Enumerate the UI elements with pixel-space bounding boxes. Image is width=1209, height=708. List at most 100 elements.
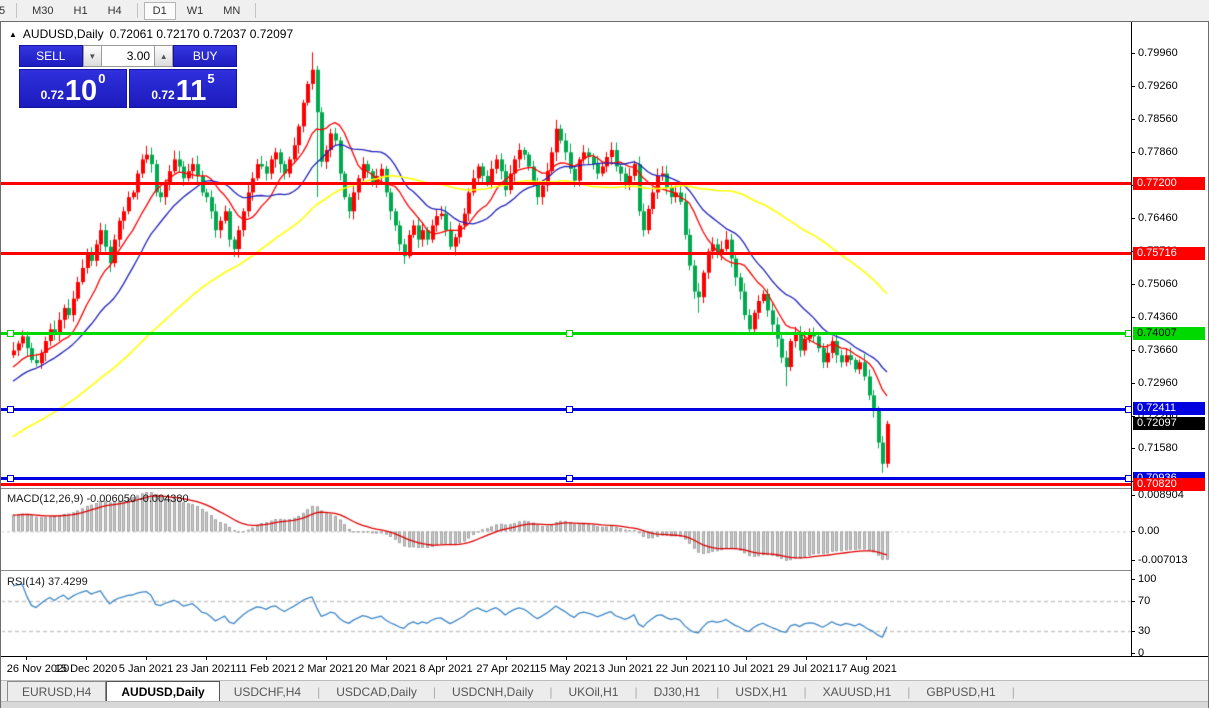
price-tick-0.77860-tickmark <box>1131 152 1135 153</box>
date-axis[interactable]: 26 Nov 2020 15 Dec 2020 5 Jan 2021 23 Jan 2… <box>1 656 1208 681</box>
buy-price-button[interactable]: 0.72 11 5 <box>129 69 237 108</box>
price-flag-0.70820: 0.70820 <box>1133 478 1205 491</box>
date-label-5-Jan-2021: 5 Jan 2021 <box>118 663 174 675</box>
date-tickmark <box>206 657 207 660</box>
chart-ohlc-values: 0.72061 0.72170 0.72037 0.72097 <box>109 27 294 41</box>
hline-handle-0.70936-0[interactable] <box>7 475 14 483</box>
tab-divider: | <box>716 684 720 699</box>
bid-price-flag: 0.72097 <box>1133 417 1205 430</box>
buy-price-prefix: 0.72 <box>151 88 175 102</box>
timeframe-button-h4[interactable]: H4 <box>107 4 122 17</box>
volume-increase-button[interactable]: ▲ <box>154 45 174 67</box>
chart-tab-gbpusd[interactable]: GBPUSD,H1 <box>926 684 996 699</box>
hline-handle-0.70936-1[interactable] <box>566 475 573 483</box>
date-tickmark <box>446 657 447 660</box>
date-tickmark <box>266 657 267 660</box>
splitter-gap <box>1 491 1208 492</box>
timeframe-toolbar: 5 M30 H1 H4 D1 W1 MN <box>0 0 1209 22</box>
hline-0.75716[interactable] <box>1 251 1131 255</box>
chart-tab-usdx[interactable]: USDX,H1 <box>735 684 788 699</box>
price-flag-0.75716: 0.75716 <box>1133 247 1205 260</box>
date-tickmark <box>146 657 147 660</box>
price-tick-0.79260: 0.79260 <box>1138 80 1178 92</box>
date-tickmark <box>86 657 87 660</box>
hline-handle-0.72411-1[interactable] <box>566 405 573 413</box>
price-tick-0.72260-tickmark <box>1131 416 1135 417</box>
date-label-23-Jan-2021: 23 Jan 2021 <box>175 663 237 675</box>
date-label-15-Dec-2020: 15 Dec 2020 <box>54 663 118 675</box>
date-label-8-Apr-2021: 8 Apr 2021 <box>419 663 473 675</box>
price-tick-0.72960: 0.72960 <box>1138 377 1178 389</box>
price-axis-border <box>1131 22 1132 656</box>
price-tick-0.75060-tickmark <box>1131 284 1135 285</box>
date-tickmark <box>506 657 507 660</box>
chart-window[interactable]: ▲ AUDUSD,Daily 0.72061 0.72170 0.72037 0… <box>0 21 1209 708</box>
price-tick-0.79960-tickmark <box>1131 53 1135 54</box>
hline-handle-0.74007-1[interactable] <box>566 330 573 338</box>
price-flag-0.74007: 0.74007 <box>1133 327 1205 340</box>
chart-tab-audusd[interactable]: AUDUSD,Daily <box>106 681 220 702</box>
macd-tick-0.00-tickmark <box>1131 531 1135 532</box>
chart-tab-usdchf[interactable]: USDCHF,H4 <box>233 684 302 699</box>
chart-tab-xauusd[interactable]: XAUUSD,H1 <box>822 684 892 699</box>
chart-tab-eurusd[interactable]: EURUSD,H4 <box>7 681 107 702</box>
timeframe-button-m30[interactable]: M30 <box>32 4 54 17</box>
price-tick-0.74360: 0.74360 <box>1138 311 1178 323</box>
rsi-indicator-label: RSI(14) 37.4299 <box>7 576 88 588</box>
price-flag-0.77200: 0.77200 <box>1133 177 1205 190</box>
price-tick-0.79960: 0.79960 <box>1138 47 1178 59</box>
macd-tick--0.007013: -0.007013 <box>1138 554 1188 566</box>
price-tick-0.71580-tickmark <box>1131 448 1135 449</box>
date-label-20-Mar-2021: 20 Mar 2021 <box>355 663 417 675</box>
volume-input[interactable]: 3.00 <box>101 45 155 67</box>
timeframe-button-mn[interactable]: MN <box>223 4 241 17</box>
price-chart-canvas[interactable] <box>1 22 1208 708</box>
timeframe-button-d1[interactable]: D1 <box>143 1 176 20</box>
tab-divider: | <box>803 684 807 699</box>
chart-tab-usdcnh[interactable]: USDCNH,Daily <box>452 684 534 699</box>
tab-divider: | <box>1011 684 1015 699</box>
toolbar-separator <box>255 3 257 18</box>
price-tick-0.78560-tickmark <box>1131 119 1135 120</box>
date-label-26-Nov-2020: 26 Nov 2020 <box>6 663 70 675</box>
sell-price-button[interactable]: 0.72 10 0 <box>19 69 127 108</box>
price-tick-0.77860: 0.77860 <box>1138 146 1178 158</box>
chart-tab-dj30[interactable]: DJ30,H1 <box>653 684 701 699</box>
hline-0.77200[interactable] <box>1 181 1131 185</box>
hline-0.70820[interactable] <box>1 482 1131 486</box>
date-tickmark <box>26 657 27 660</box>
sell-price-big: 10 <box>64 74 98 107</box>
rsi-tick-70: 70 <box>1138 595 1151 607</box>
macd-tick-0.00: 0.00 <box>1138 525 1160 537</box>
date-tickmark <box>386 657 387 660</box>
price-tick-0.71580: 0.71580 <box>1138 442 1178 454</box>
sell-price-sup: 0 <box>98 71 106 86</box>
rsi-tick-30: 30 <box>1138 625 1151 637</box>
timeframe-button-5[interactable]: 5 <box>0 4 6 17</box>
chart-tab-usdcad[interactable]: USDCAD,Daily <box>336 684 417 699</box>
price-tick-0.75060: 0.75060 <box>1138 278 1178 290</box>
timeframe-button-w1[interactable]: W1 <box>186 4 204 17</box>
timeframe-button-h1[interactable]: H1 <box>73 4 88 17</box>
chart-tab-ukoil[interactable]: UKOil,H1 <box>568 684 619 699</box>
date-label-2-Mar-2021: 2 Mar 2021 <box>298 663 354 675</box>
rsi-tick-70-tickmark <box>1131 601 1135 602</box>
tab-divider: | <box>549 684 553 699</box>
price-axis[interactable]: 0.799600.792600.785600.778600.771600.764… <box>1131 22 1208 659</box>
sell-button[interactable]: SELL <box>19 45 83 67</box>
price-tick-0.73660: 0.73660 <box>1138 344 1178 356</box>
status-strip <box>1 701 1208 708</box>
date-label-3-Jun-2021: 3 Jun 2021 <box>598 663 654 675</box>
date-label-22-Jun-2021: 22 Jun 2021 <box>655 663 717 675</box>
tab-divider: | <box>317 684 321 699</box>
hline-handle-0.74007-0[interactable] <box>7 330 14 338</box>
rsi-tick-0-tickmark <box>1131 653 1135 654</box>
date-label-27-Apr-2021: 27 Apr 2021 <box>476 663 536 675</box>
main-macd-splitter[interactable] <box>1 488 1208 489</box>
buy-button[interactable]: BUY <box>173 45 237 67</box>
hline-handle-0.72411-0[interactable] <box>7 405 14 413</box>
macd-rsi-splitter[interactable] <box>1 570 1208 571</box>
buy-price-sup: 5 <box>207 71 215 86</box>
volume-decrease-button[interactable]: ▼ <box>82 45 102 67</box>
